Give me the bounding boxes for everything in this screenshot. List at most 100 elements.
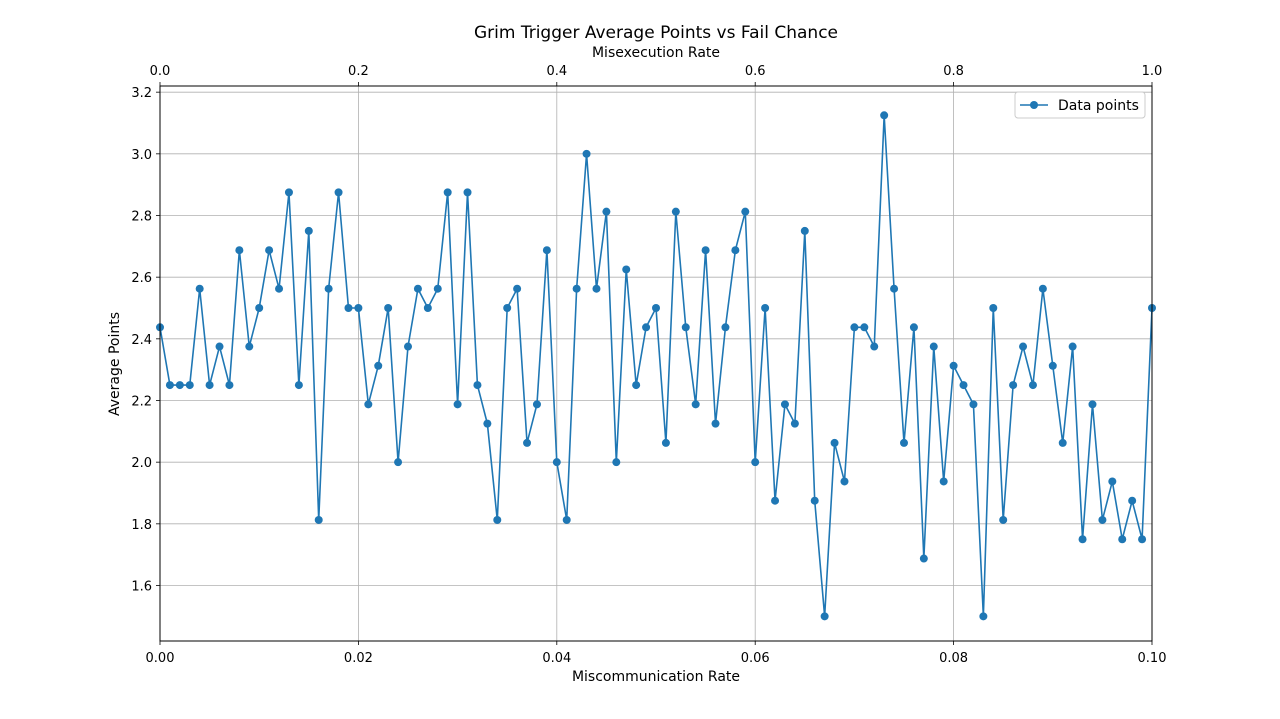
- data-point: [542, 246, 551, 255]
- data-point: [602, 207, 611, 216]
- bottom-axis: 0.00 0.02 0.04 0.06 0.08 0.10: [146, 641, 1166, 666]
- data-point: [235, 246, 244, 255]
- legend-box: [1014, 91, 1146, 119]
- x-tick-label: 0.00: [146, 651, 175, 666]
- data-point: [1108, 477, 1117, 486]
- data-point: [1118, 535, 1127, 544]
- data-point: [681, 323, 690, 332]
- data-point: [562, 515, 571, 524]
- data-point: [780, 400, 789, 409]
- data-point: [999, 515, 1008, 524]
- data-point: [741, 207, 750, 216]
- data-point: [771, 496, 780, 505]
- data-point: [265, 246, 274, 255]
- data-point: [185, 381, 194, 390]
- legend-marker-swatch: [1030, 101, 1038, 109]
- y-tick-label: 2.6: [131, 271, 152, 286]
- data-point: [284, 188, 293, 197]
- x-tick-label: 0.06: [741, 651, 770, 666]
- data-point: [532, 400, 541, 409]
- data-point: [870, 342, 879, 351]
- left-axis: 1.6 1.8 2.0 2.2 2.4 2.6 2.8 3.0 3.2: [131, 86, 160, 595]
- data-point: [661, 438, 670, 447]
- data-point: [800, 226, 809, 235]
- y-tick-label: 3.0: [131, 148, 152, 163]
- data-point: [582, 149, 591, 158]
- x-tick-label: 0.04: [542, 651, 571, 666]
- data-point: [225, 381, 234, 390]
- data-point: [731, 246, 740, 255]
- series-layer: [156, 111, 1156, 621]
- data-point: [384, 304, 393, 312]
- data-point: [1048, 361, 1057, 370]
- x-tick-label: 0.08: [939, 651, 968, 666]
- data-point: [344, 304, 353, 312]
- legend-label: Data points: [1058, 98, 1139, 114]
- data-point: [463, 188, 472, 197]
- data-point: [1028, 381, 1037, 390]
- y-axis-label: Average Points: [107, 312, 123, 416]
- data-point: [959, 381, 968, 390]
- data-point: [860, 323, 869, 332]
- data-point: [652, 304, 660, 312]
- data-point: [1058, 438, 1067, 447]
- data-point: [443, 188, 452, 197]
- x-tick-label: 0.02: [344, 651, 373, 666]
- data-point: [483, 419, 492, 428]
- x-axis-label: Miscommunication Rate: [572, 669, 740, 685]
- data-point: [195, 284, 204, 293]
- data-point: [245, 342, 254, 351]
- data-point: [1019, 342, 1028, 351]
- y-tick-label: 2.8: [131, 210, 152, 225]
- y-tick-label: 3.2: [131, 86, 152, 101]
- data-point: [671, 207, 680, 216]
- x2-tick-label: 0.0: [150, 64, 171, 79]
- y-tick-label: 2.2: [131, 395, 152, 410]
- data-point: [1098, 515, 1107, 524]
- data-point: [751, 458, 760, 467]
- data-point: [334, 188, 343, 197]
- data-point: [493, 515, 502, 524]
- data-point: [929, 342, 938, 351]
- grid: [159, 86, 1153, 641]
- x2-tick-label: 0.4: [546, 64, 567, 79]
- data-point: [711, 419, 720, 428]
- y-tick-label: 1.8: [131, 518, 152, 533]
- plot-frame: [159, 85, 1153, 642]
- data-point: [642, 323, 651, 332]
- data-point: [632, 381, 641, 390]
- y-tick-label: 2.4: [131, 333, 152, 348]
- data-point: [215, 342, 224, 351]
- data-point: [592, 284, 601, 293]
- data-point: [1088, 400, 1097, 409]
- data-point: [175, 381, 184, 390]
- data-point: [513, 284, 522, 293]
- data-point: [523, 438, 532, 447]
- data-point: [1078, 535, 1087, 544]
- data-point: [850, 323, 859, 332]
- x2-tick-label: 1.0: [1142, 64, 1163, 79]
- data-point: [423, 304, 432, 312]
- x2-tick-label: 0.2: [348, 64, 369, 79]
- top-axis: 0.0 0.2 0.4 0.6 0.8 1.0: [150, 64, 1163, 86]
- data-point: [900, 438, 908, 447]
- data-point: [374, 361, 383, 370]
- data-point: [324, 284, 333, 293]
- data-point: [413, 284, 422, 293]
- data-point: [364, 400, 373, 409]
- data-point: [1138, 535, 1147, 544]
- data-point: [830, 438, 839, 447]
- data-point: [433, 284, 442, 293]
- data-point: [880, 111, 889, 120]
- data-point: [810, 496, 819, 505]
- data-point: [165, 381, 174, 390]
- data-point: [354, 304, 363, 312]
- data-point: [255, 304, 264, 312]
- data-point: [691, 400, 700, 409]
- data-point: [473, 381, 482, 390]
- data-point: [275, 284, 284, 293]
- data-point: [840, 477, 849, 486]
- data-point: [453, 400, 462, 409]
- data-point: [979, 612, 988, 621]
